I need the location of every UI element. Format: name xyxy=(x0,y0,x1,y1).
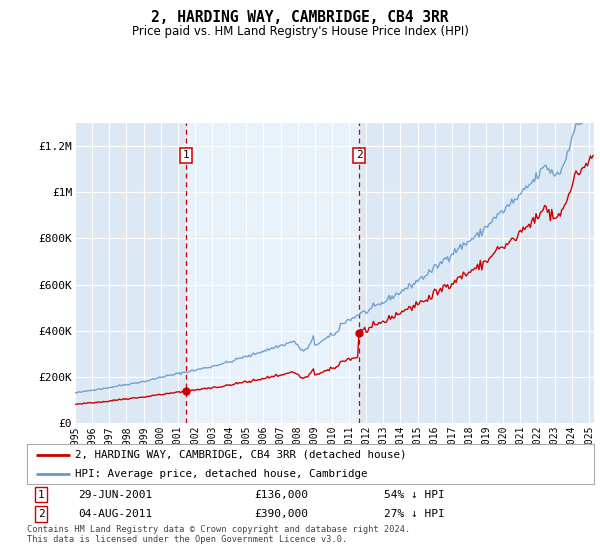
Text: HPI: Average price, detached house, Cambridge: HPI: Average price, detached house, Camb… xyxy=(75,469,368,479)
Text: 2: 2 xyxy=(38,509,44,519)
Text: 1: 1 xyxy=(183,151,190,161)
Text: 2, HARDING WAY, CAMBRIDGE, CB4 3RR (detached house): 2, HARDING WAY, CAMBRIDGE, CB4 3RR (deta… xyxy=(75,450,407,460)
Text: £136,000: £136,000 xyxy=(254,489,308,500)
Text: This data is licensed under the Open Government Licence v3.0.: This data is licensed under the Open Gov… xyxy=(27,535,347,544)
Bar xyxy=(186,123,359,423)
Text: 54% ↓ HPI: 54% ↓ HPI xyxy=(384,489,445,500)
Text: 29-JUN-2001: 29-JUN-2001 xyxy=(78,489,152,500)
Text: 2, HARDING WAY, CAMBRIDGE, CB4 3RR: 2, HARDING WAY, CAMBRIDGE, CB4 3RR xyxy=(151,10,449,25)
Text: 27% ↓ HPI: 27% ↓ HPI xyxy=(384,509,445,519)
Text: 04-AUG-2011: 04-AUG-2011 xyxy=(78,509,152,519)
Text: 1: 1 xyxy=(38,489,44,500)
Text: Contains HM Land Registry data © Crown copyright and database right 2024.: Contains HM Land Registry data © Crown c… xyxy=(27,525,410,534)
Text: 2: 2 xyxy=(356,151,362,161)
Text: £390,000: £390,000 xyxy=(254,509,308,519)
Text: Price paid vs. HM Land Registry's House Price Index (HPI): Price paid vs. HM Land Registry's House … xyxy=(131,25,469,38)
